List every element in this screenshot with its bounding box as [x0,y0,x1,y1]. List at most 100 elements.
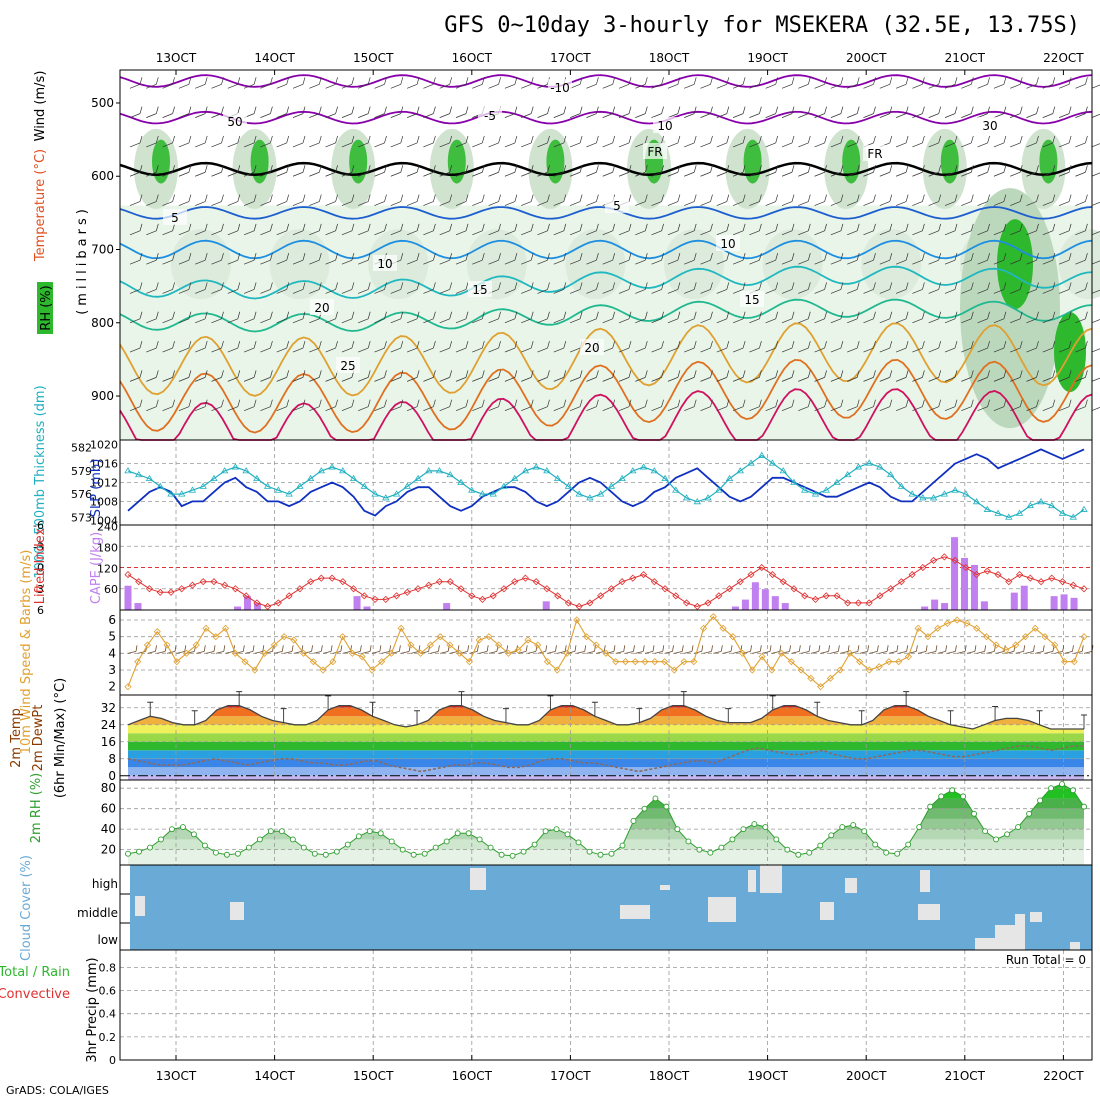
wind-barb [569,311,583,324]
wind-barb [325,311,338,324]
wind-barb [993,282,1007,294]
wind-barb [830,77,844,89]
wind-speed-marker [895,658,903,666]
wind-barb [504,253,518,265]
temp-band [128,767,1084,776]
wind-barb [439,370,453,382]
rh2m-marker [564,831,571,838]
wind-barb [1091,143,1100,148]
thickness-marker [263,482,272,489]
wind-barb [847,77,860,89]
wind-barb [1075,340,1088,353]
wind-barb [798,340,811,353]
wind-barb [586,194,599,206]
wind-barb [863,253,876,265]
rh-tick-label: 60 [101,802,116,816]
wind-barb [195,165,208,177]
wind-speed-marker [1080,633,1088,641]
wind-barb [129,165,143,177]
wind-barb [781,645,791,654]
wind-barb [863,340,876,353]
rh-blob [842,139,861,184]
wind-barb [504,165,518,177]
wind-barb [732,106,746,118]
wind-barb [195,340,208,353]
wind-speed-marker [943,619,951,627]
cape-bar [363,606,371,610]
date-tick-label: 15OCT [353,51,394,65]
thickness-marker [661,474,669,482]
wind-barb [521,223,534,236]
wind-barb [537,253,550,265]
lifted-index-marker [489,592,497,600]
isotherm-line [119,110,1093,125]
wind-barb [127,645,138,654]
wind-barb [749,253,762,265]
wind-speed-marker [1060,658,1069,666]
rh2m-marker [883,849,890,856]
wind-barb [569,223,583,236]
wind-barb [1091,406,1100,412]
thickness-marker [296,482,304,489]
cloud-bar [135,896,145,916]
wind-speed-marker [914,624,922,632]
wind-barb [977,165,990,177]
thickness-marker [446,470,454,478]
rh2m-marker [201,842,208,849]
wind-speed-marker [1021,633,1030,641]
wind-speed-marker [202,624,210,632]
wind-barb [716,223,730,236]
wind-speed-marker [641,658,649,666]
lifted-index-marker [790,585,798,593]
lifted-index-marker [425,581,433,589]
wind-barb [292,311,306,324]
wind-barb [227,194,241,206]
wind-barb [276,340,290,353]
wind-barb [732,194,746,206]
lifted-index-marker [629,574,637,582]
wind-barb [1058,135,1072,148]
rh-ylabel: RH (%) [39,285,54,330]
wind-barb [146,223,159,236]
temp-tick-label: 0 [108,769,116,783]
wind-barb [944,340,958,353]
wind-barb [358,223,371,236]
wind-barb [243,194,257,206]
wind-speed-marker [670,666,678,674]
rh2m-marker [1048,785,1054,792]
cloud-bar [918,904,940,920]
date-tick-label: 20OCT [846,51,887,65]
wind-barb [406,106,420,118]
wind-barb [749,223,762,236]
thickness-tick-label: 573 [71,511,92,524]
rh2m-marker [388,838,395,845]
wind-barb [700,223,713,236]
y-tick-label: 900 [91,389,114,403]
wind-barb [341,399,355,412]
wind-speed-marker [973,624,981,632]
lifted-index-marker [650,578,658,586]
cape-bar [1010,592,1018,610]
wind-barb [553,223,567,236]
wind-barb [912,253,925,265]
thickness-marker [274,486,283,493]
temp-range-whisker [680,691,687,706]
lifted-index-marker [1026,574,1034,582]
wind-barb [358,135,371,148]
wind-barb [504,77,518,89]
wind-barb [976,645,987,654]
wind-barb [863,370,876,382]
rh2m-marker [212,849,219,856]
rh-blob [861,229,922,300]
wind-barb [651,194,664,206]
wind-barb [684,223,697,236]
wind-barb [390,370,404,382]
wind-barb [667,282,681,294]
wind-barb [518,645,528,654]
wind-barb [195,370,208,382]
wind-speed-marker [621,658,630,666]
rh2m-marker [960,793,967,800]
precip-tick-label: 0.2 [99,1031,117,1044]
wind-barb [879,399,893,412]
wind-barb [840,645,850,654]
